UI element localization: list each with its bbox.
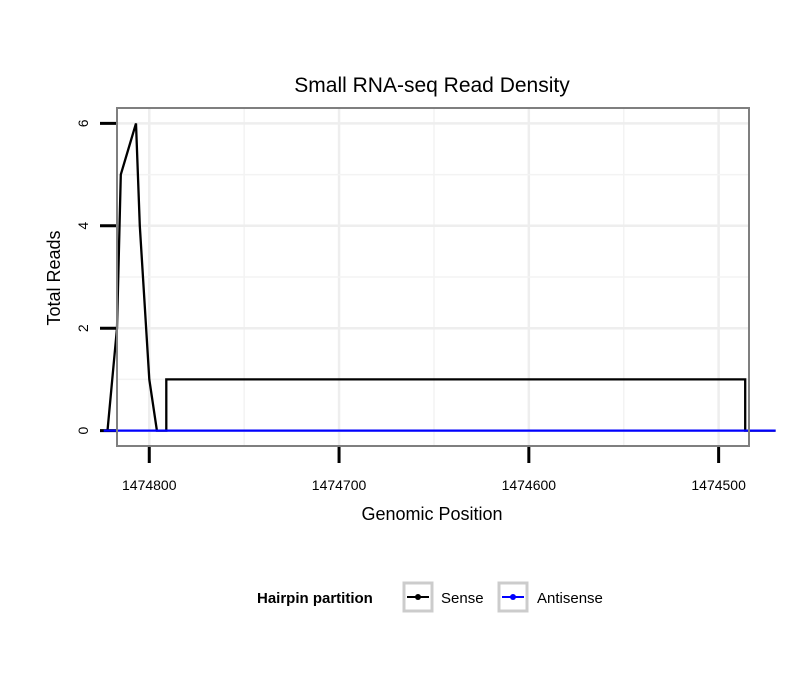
x-tick-label: 1474500 xyxy=(691,477,746,493)
panel-border xyxy=(116,107,750,447)
legend-title: Hairpin partition xyxy=(257,590,373,607)
x-tick-label: 1474600 xyxy=(502,477,557,493)
legend-label-sense: Sense xyxy=(441,590,484,607)
chart-title: Small RNA-seq Read Density xyxy=(294,74,570,97)
legend: Hairpin partition Sense Antisense xyxy=(257,581,603,613)
y-axis-label: Total Reads xyxy=(44,230,64,325)
axes: 1474800 1474700 1474600 1474500 0 2 4 6 xyxy=(75,119,746,493)
y-tick-label: 4 xyxy=(75,222,91,230)
grid-lines xyxy=(117,108,749,446)
x-axis-label: Genomic Position xyxy=(361,504,502,524)
legend-point-sense xyxy=(415,594,421,600)
y-tick-label: 2 xyxy=(75,324,91,332)
x-tick-label: 1474700 xyxy=(312,477,367,493)
y-tick-label: 0 xyxy=(75,427,91,435)
legend-label-antisense: Antisense xyxy=(537,590,603,607)
legend-point-antisense xyxy=(510,594,516,600)
y-tick-label: 6 xyxy=(75,119,91,127)
x-tick-label: 1474800 xyxy=(122,477,177,493)
